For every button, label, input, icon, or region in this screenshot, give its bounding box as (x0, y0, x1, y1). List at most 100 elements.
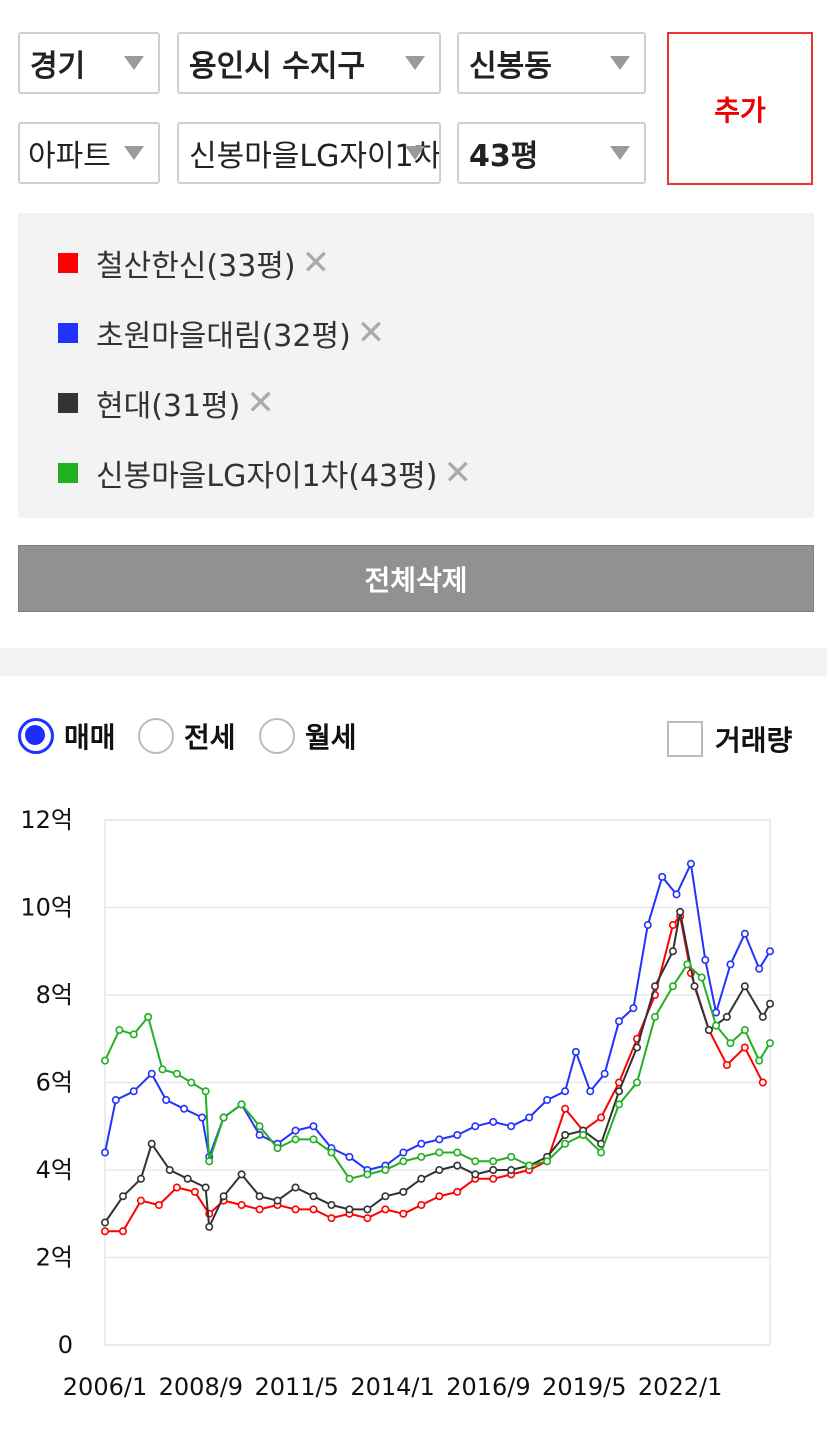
data-point (453, 1130, 462, 1139)
x-tick-label: 2019/5 (542, 1373, 626, 1401)
data-point (758, 1078, 767, 1087)
data-point (489, 1165, 498, 1174)
close-icon[interactable]: ✕ (301, 243, 331, 283)
data-point (697, 973, 706, 982)
data-point (586, 1087, 595, 1096)
data-point (363, 1214, 372, 1223)
dong-select[interactable]: 신봉동 (457, 32, 646, 94)
city-value: 용인시 수지구 (189, 49, 366, 84)
data-point (111, 1095, 120, 1104)
volume-checkbox[interactable]: 거래량 (667, 719, 792, 759)
data-point (561, 1104, 570, 1113)
data-point (129, 1087, 138, 1096)
data-point (650, 1012, 659, 1021)
data-point (147, 1069, 156, 1078)
data-point (101, 1227, 110, 1236)
data-point (417, 1139, 426, 1148)
data-point (435, 1192, 444, 1201)
province-value: 경기 (30, 49, 86, 84)
data-point (291, 1205, 300, 1214)
dropdown-arrow-icon (610, 146, 630, 160)
radio-jeonse[interactable]: 전세 (138, 716, 236, 756)
close-icon[interactable]: ✕ (443, 453, 472, 493)
y-tick-label: 12억 (20, 806, 73, 834)
property-type-value: 아파트 (28, 139, 111, 174)
data-point (327, 1214, 336, 1223)
x-tick-label: 2006/1 (63, 1373, 147, 1401)
clear-all-button[interactable]: 전체삭제 (18, 545, 814, 612)
data-point (101, 1148, 110, 1157)
x-tick-label: 2014/1 (350, 1373, 434, 1401)
x-tick-label: 2011/5 (254, 1373, 338, 1401)
data-point (291, 1183, 300, 1192)
data-point (158, 1065, 167, 1074)
data-point (561, 1087, 570, 1096)
data-point (676, 907, 685, 916)
data-point (471, 1170, 480, 1179)
data-point (765, 999, 774, 1008)
data-point (543, 1095, 552, 1104)
data-point (237, 1200, 246, 1209)
complex-select[interactable]: 신봉마을LG자이1차 (177, 122, 441, 184)
data-point (399, 1157, 408, 1166)
data-point (453, 1187, 462, 1196)
data-point (740, 1026, 749, 1035)
dropdown-arrow-icon (405, 146, 425, 160)
dropdown-arrow-icon (124, 146, 144, 160)
data-point (740, 1043, 749, 1052)
y-tick-label: 6억 (36, 1069, 73, 1097)
data-point (525, 1161, 534, 1170)
data-point (489, 1117, 498, 1126)
dropdown-arrow-icon (124, 56, 144, 70)
data-point (765, 947, 774, 956)
radio-sale[interactable]: 매매 (18, 716, 116, 756)
data-point (435, 1165, 444, 1174)
data-point (255, 1122, 264, 1131)
data-point (668, 921, 677, 930)
data-point (683, 960, 692, 969)
data-point (381, 1192, 390, 1201)
y-tick-label: 10억 (20, 894, 73, 922)
city-select[interactable]: 용인시 수지구 (177, 32, 441, 94)
radio-monthly-rent[interactable]: 월세 (259, 716, 357, 756)
close-icon[interactable]: ✕ (356, 313, 386, 353)
selected-list: 철산한신(33평) ✕ 초원마을대림(32평) ✕ 현대(31평) ✕ 신봉마을… (18, 213, 814, 518)
data-point (471, 1157, 480, 1166)
series-color-swatch (58, 393, 78, 413)
data-point (201, 1087, 210, 1096)
data-point (658, 872, 667, 881)
data-point (740, 982, 749, 991)
data-point (701, 956, 710, 965)
data-point (668, 947, 677, 956)
data-point (399, 1187, 408, 1196)
property-type-select[interactable]: 아파트 (18, 122, 160, 184)
data-point (345, 1205, 354, 1214)
data-point (571, 1047, 580, 1056)
add-button[interactable]: 추가 (667, 32, 813, 185)
list-item-label: 철산한신(33평) (96, 249, 296, 284)
close-icon[interactable]: ✕ (246, 383, 275, 423)
province-select[interactable]: 경기 (18, 32, 160, 94)
data-point (704, 1026, 713, 1035)
data-point (144, 1012, 153, 1021)
dropdown-arrow-icon (610, 56, 630, 70)
data-point (722, 1012, 731, 1021)
data-point (101, 1056, 110, 1065)
data-point (615, 1017, 624, 1026)
data-point (237, 1100, 246, 1109)
data-point (597, 1148, 606, 1157)
data-point (345, 1174, 354, 1183)
data-point (219, 1113, 228, 1122)
complex-value: 신봉마을LG자이1차 (189, 139, 441, 174)
data-point (198, 1113, 207, 1122)
data-point (273, 1144, 282, 1153)
data-point (453, 1148, 462, 1157)
size-select[interactable]: 43평 (457, 122, 646, 184)
y-tick-label: 8억 (36, 981, 73, 1009)
data-point (726, 960, 735, 969)
price-line-chart: 0 2억 4억 6억 8억 10억 12억 2006/1 2008/9 2011/5 2014/1 2… (20, 806, 774, 1401)
data-point (115, 1026, 124, 1035)
data-point (507, 1165, 516, 1174)
data-point (205, 1157, 214, 1166)
data-point (327, 1200, 336, 1209)
